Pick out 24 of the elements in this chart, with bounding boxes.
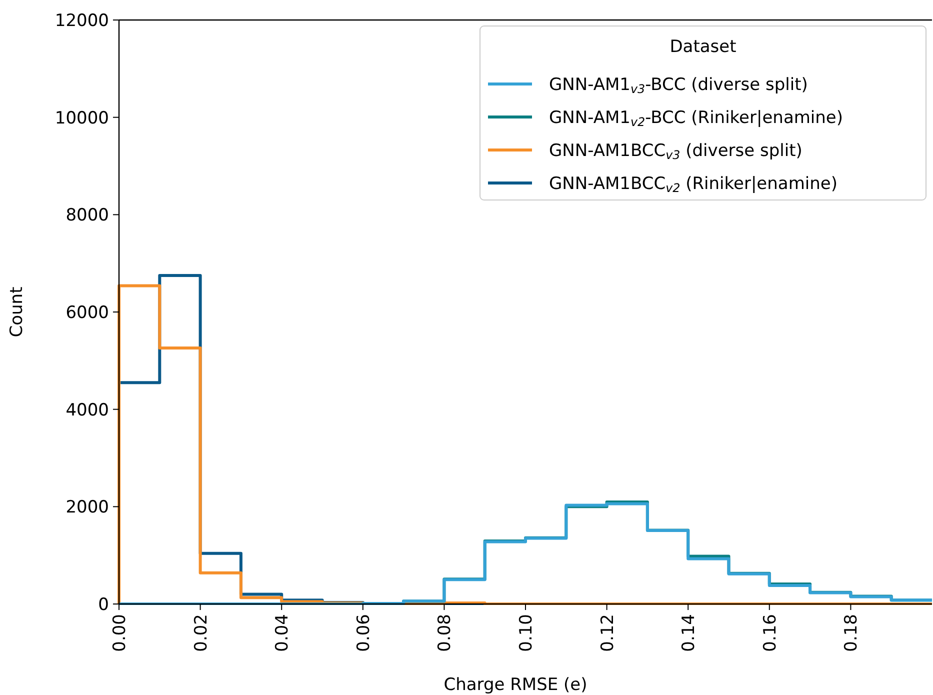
- y-tick-label: 10000: [54, 108, 109, 128]
- legend-label: GNN-AM1BCC$_{v2}$ (Riniker|enamine): [549, 174, 838, 195]
- x-tick-label: 0.08: [435, 614, 456, 652]
- x-tick-label: 0.00: [110, 614, 130, 652]
- x-tick-label: 0.12: [598, 614, 618, 652]
- y-tick-label: 6000: [66, 302, 109, 323]
- x-tick-label: 0.04: [272, 614, 293, 652]
- y-axis-title: Count: [7, 286, 27, 338]
- y-tick-label: 8000: [66, 206, 109, 226]
- y-tick-label: 12000: [54, 10, 109, 31]
- legend-label: GNN-AM1$_{v3}$-BCC (diverse split): [549, 74, 808, 96]
- y-tick-label: 0: [98, 594, 109, 615]
- x-tick-label: 0.14: [679, 614, 700, 652]
- x-tick-label: 0.16: [760, 614, 780, 652]
- x-tick-label: 0.06: [354, 614, 374, 652]
- x-tick-label: 0.02: [191, 614, 212, 652]
- x-axis-title: Charge RMSE (e): [444, 675, 588, 695]
- legend-label: GNN-AM1$_{v2}$-BCC (Riniker|enamine): [549, 108, 844, 129]
- legend-title: Dataset: [670, 37, 737, 57]
- y-tick-label: 2000: [66, 498, 109, 518]
- legend-label: GNN-AM1BCC$_{v3}$ (diverse split): [549, 140, 802, 162]
- x-tick-label: 0.10: [516, 614, 536, 652]
- y-tick-label: 4000: [66, 400, 109, 420]
- x-tick-label: 0.18: [842, 614, 862, 652]
